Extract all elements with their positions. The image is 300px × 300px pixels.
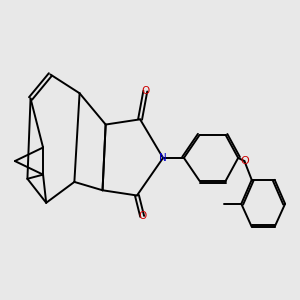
Text: N: N	[159, 153, 167, 163]
Text: O: O	[141, 86, 149, 96]
Text: O: O	[240, 156, 249, 166]
Text: O: O	[138, 212, 146, 221]
